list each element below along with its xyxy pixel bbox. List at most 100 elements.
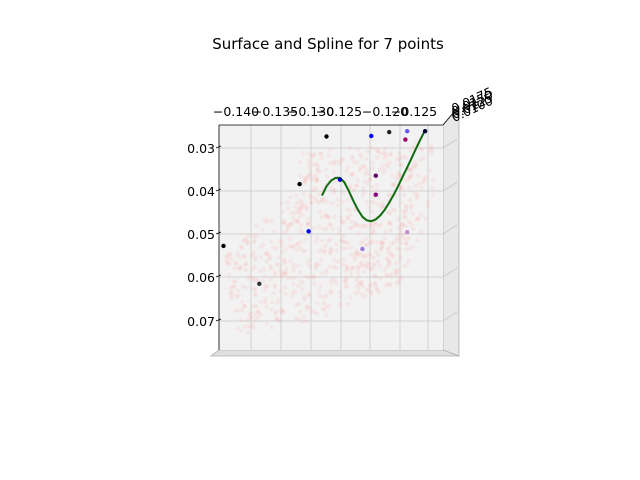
surface-speck <box>414 194 420 199</box>
surface-speck <box>363 294 368 299</box>
surface-speck <box>314 261 319 266</box>
surface-speck <box>332 162 337 167</box>
surface-speck <box>371 228 376 233</box>
surface-speck <box>279 200 284 206</box>
surface-speck <box>251 250 257 255</box>
surface-speck <box>386 192 392 197</box>
surface-speck <box>382 146 388 151</box>
surface-speck <box>324 268 329 273</box>
surface-speck <box>264 219 269 225</box>
surface-speck <box>323 249 328 254</box>
surface-speck <box>251 325 256 330</box>
surface-speck <box>314 311 320 316</box>
surface-speck <box>328 237 333 242</box>
surface-speck <box>237 255 242 260</box>
surface-speck <box>321 301 327 306</box>
surface-speck <box>242 303 247 309</box>
surface-speck <box>376 289 382 294</box>
surface-speck <box>280 230 285 235</box>
surface-speck <box>308 200 313 205</box>
surface-speck <box>399 227 404 232</box>
surface-speck <box>265 252 271 257</box>
surface-speck <box>411 226 416 231</box>
surface-speck <box>284 229 289 234</box>
data-point <box>373 173 378 178</box>
surface-speck <box>406 235 411 240</box>
surface-speck <box>364 223 369 229</box>
surface-speck <box>402 177 408 183</box>
surface-speck <box>262 284 268 289</box>
surface-speck <box>324 270 329 276</box>
surface-speck <box>408 198 413 203</box>
surface-speck <box>357 152 363 157</box>
surface-speck <box>314 167 320 173</box>
surface-speck <box>404 247 409 252</box>
surface-speck <box>328 250 333 255</box>
surface-speck <box>365 171 371 177</box>
surface-speck <box>367 177 373 182</box>
surface-speck <box>307 257 312 263</box>
surface-speck <box>282 271 287 276</box>
surface-speck <box>275 300 280 305</box>
surface-speck <box>319 238 324 243</box>
surface-speck <box>407 185 412 190</box>
surface-speck <box>313 239 319 244</box>
surface-speck <box>235 251 241 256</box>
surface-speck <box>354 222 359 227</box>
surface-speck <box>238 265 243 271</box>
surface-speck <box>328 223 333 228</box>
surface-speck <box>304 304 309 309</box>
surface-speck <box>384 153 389 159</box>
surface-speck <box>397 151 402 156</box>
surface-speck <box>382 167 387 173</box>
surface-speck <box>299 286 305 292</box>
surface-speck <box>252 257 258 263</box>
surface-speck <box>295 200 300 205</box>
surface-speck <box>371 261 376 266</box>
surface-speck <box>234 260 239 266</box>
surface-speck <box>330 160 336 166</box>
surface-speck <box>311 274 316 279</box>
surface-speck <box>293 289 298 295</box>
z-axis-line <box>442 105 460 126</box>
surface-speck <box>306 291 311 297</box>
surface-speck <box>302 179 308 184</box>
surface-speck <box>372 222 377 227</box>
surface-speck <box>431 177 436 183</box>
surface-speck <box>375 259 381 264</box>
surface-speck <box>330 201 335 206</box>
surface-speck <box>251 233 256 238</box>
surface-speck <box>236 266 241 272</box>
surface-speck <box>400 236 405 241</box>
surface-speck <box>365 260 370 266</box>
surface-speck <box>229 256 234 262</box>
surface-speck <box>238 244 243 249</box>
surface-speck <box>362 254 367 259</box>
surface-speck <box>361 163 366 168</box>
surface-speck <box>388 151 393 156</box>
surface-speck <box>364 199 370 205</box>
surface-speck <box>240 299 245 304</box>
surface-speck <box>246 323 251 329</box>
surface-speck <box>397 280 402 285</box>
surface-speck <box>300 248 306 253</box>
surface-speck <box>298 222 304 228</box>
surface-speck <box>390 183 395 188</box>
surface-speck <box>279 307 285 312</box>
surface-speck <box>289 211 294 216</box>
surface-speck <box>374 182 380 188</box>
surface-speck <box>317 151 322 156</box>
surface-speck <box>341 234 346 239</box>
surface-speck <box>311 274 316 280</box>
surface-speck <box>339 220 344 225</box>
surface-speck <box>370 229 376 234</box>
surface-speck <box>351 172 356 177</box>
surface-speck <box>294 218 299 224</box>
surface-speck <box>298 197 303 203</box>
surface-speck <box>363 242 369 247</box>
surface-speck <box>350 266 355 271</box>
surface-speck <box>419 185 424 191</box>
surface-speck <box>397 253 403 258</box>
surface-speck <box>364 156 369 162</box>
